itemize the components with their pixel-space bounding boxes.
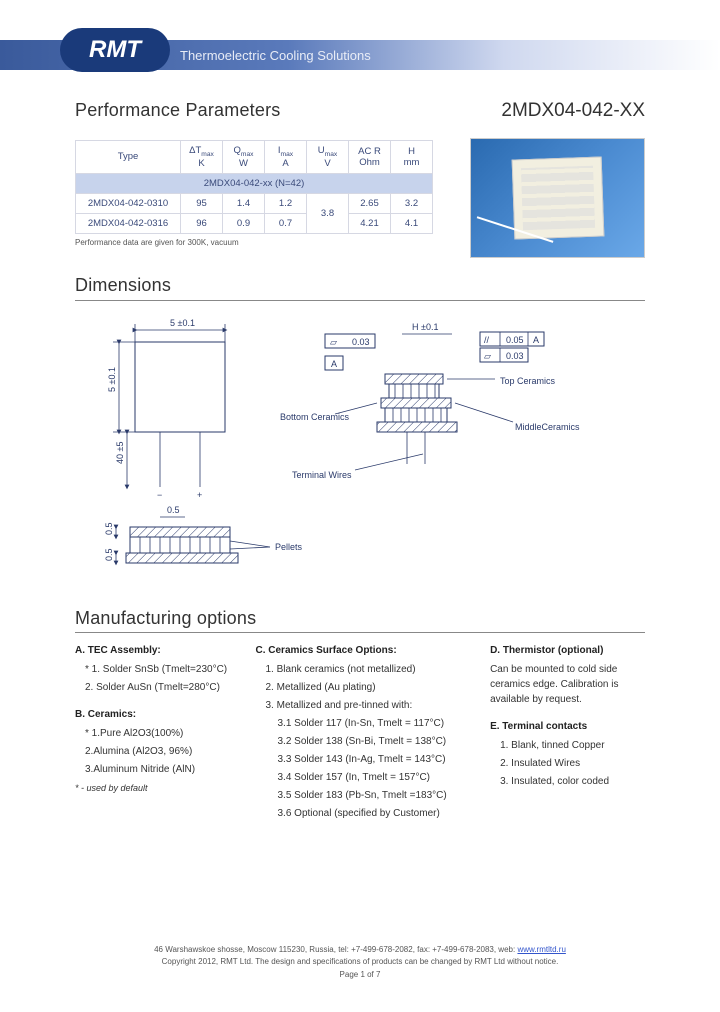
d-text: Can be mounted to cold side ceramics edg…	[490, 662, 660, 707]
h-imax: ImaxA	[265, 141, 307, 174]
list-item: 3.6 Optional (specified by Customer)	[256, 806, 465, 821]
page: RMT Thermoelectric Cooling Solutions Per…	[0, 0, 720, 1012]
cell: 2MDX04-042-0310	[76, 193, 181, 213]
svg-text:0.5: 0.5	[167, 505, 180, 515]
table-row: 2MDX04-042-0316 96 0.9 0.7 4.21 4.1	[76, 213, 433, 233]
svg-text:0.5: 0.5	[104, 522, 114, 535]
svg-text:0.03: 0.03	[506, 351, 524, 361]
cell: 2.65	[349, 193, 391, 213]
svg-text:H ±0.1: H ±0.1	[412, 322, 438, 332]
dim-title: Dimensions	[75, 275, 171, 296]
mfg-hr	[75, 632, 645, 633]
list-item: 3.1 Solder 117 (In-Sn, Tmelt = 117°C)	[256, 716, 465, 731]
h-qmax: QmaxW	[223, 141, 265, 174]
cell: 4.1	[391, 213, 433, 233]
list-item: 1. Blank ceramics (not metallized)	[256, 662, 465, 677]
table-row: 2MDX04-042-0310 95 1.4 1.2 3.8 2.65 3.2	[76, 193, 433, 213]
lbl-bottom-ceramics: Bottom Ceramics	[280, 412, 350, 422]
cell: 4.21	[349, 213, 391, 233]
group-label: 2MDX04-042-xx (N=42)	[76, 173, 433, 193]
footer-page: Page 1 of 7	[60, 969, 660, 982]
lbl-terminal-wires: Terminal Wires	[292, 470, 352, 480]
lbl-pellets: Pellets	[275, 542, 303, 552]
mfg-col-de: D. Thermistor (optional) Can be mounted …	[490, 645, 660, 824]
svg-text:0.5: 0.5	[104, 548, 114, 561]
svg-text:A: A	[331, 359, 337, 369]
perf-table: Type ΔTmaxK QmaxW ImaxA UmaxV AC ROhm Hm…	[75, 140, 433, 234]
chip-illustration	[511, 156, 604, 239]
dim-lead: 40 ±5	[115, 442, 125, 464]
cell: 1.2	[265, 193, 307, 213]
mfg-body: A. TEC Assembly: * 1. Solder SnSb (Tmelt…	[75, 645, 660, 824]
footer-addr: 46 Warshawskoe shosse, Moscow 115230, Ru…	[154, 945, 517, 954]
h-type: Type	[76, 141, 181, 174]
dim-area: 5 ±0.1 5 ±0.1 − + 40 ±5 ▱ 0.03 A H ±0	[75, 312, 645, 602]
cell: 1.4	[223, 193, 265, 213]
list-item: 2. Insulated Wires	[490, 756, 660, 771]
brand-logo: RMT	[60, 28, 170, 72]
d-title: D. Thermistor (optional)	[490, 645, 660, 656]
dim-height: 5 ±0.1	[107, 367, 117, 392]
list-item: 3.4 Solder 157 (In, Tmelt = 157°C)	[256, 770, 465, 785]
lbl-middle-ceramics: MiddleCeramics	[515, 422, 580, 432]
dim-drawing: 5 ±0.1 5 ±0.1 − + 40 ±5 ▱ 0.03 A H ±0	[75, 312, 645, 602]
cell: 2MDX04-042-0316	[76, 213, 181, 233]
footer: 46 Warshawskoe shosse, Moscow 115230, Ru…	[60, 944, 660, 982]
cell: 0.9	[223, 213, 265, 233]
b-title: B. Ceramics:	[75, 709, 230, 720]
svg-text:−: −	[157, 490, 162, 500]
cell: 3.2	[391, 193, 433, 213]
list-item: 3. Insulated, color coded	[490, 774, 660, 789]
cell: 0.7	[265, 213, 307, 233]
dim-width: 5 ±0.1	[170, 318, 195, 328]
list-item: 3.3 Solder 143 (In-Ag, Tmelt = 143°C)	[256, 752, 465, 767]
c-title: C. Ceramics Surface Options:	[256, 645, 465, 656]
lbl-top-ceramics: Top Ceramics	[500, 376, 556, 386]
mfg-col-c: C. Ceramics Surface Options: 1. Blank ce…	[256, 645, 465, 824]
list-item: * 1.Pure Al2O3(100%)	[75, 726, 230, 741]
list-item: 2. Solder AuSn (Tmelt=280°C)	[75, 680, 230, 695]
h-h: Hmm	[391, 141, 433, 174]
product-image	[470, 138, 645, 258]
svg-text://: //	[484, 335, 490, 345]
product-code: 2MDX04-042-XX	[501, 100, 645, 122]
svg-text:▱: ▱	[330, 337, 337, 347]
footer-copy: Copyright 2012, RMT Ltd. The design and …	[60, 956, 660, 969]
mfg-title: Manufacturing options	[75, 608, 256, 629]
list-item: 3.5 Solder 183 (Pb-Sn, Tmelt =183°C)	[256, 788, 465, 803]
list-item: 1. Blank, tinned Copper	[490, 738, 660, 753]
h-umax: UmaxV	[307, 141, 349, 174]
h-acr: AC ROhm	[349, 141, 391, 174]
cell: 95	[181, 193, 223, 213]
svg-text:▱: ▱	[484, 351, 491, 361]
list-item: 3.2 Solder 138 (Sn-Bi, Tmelt = 138°C)	[256, 734, 465, 749]
list-item: 2.Alumina (Al2O3, 96%)	[75, 744, 230, 759]
list-item: 3.Aluminum Nitride (AlN)	[75, 762, 230, 777]
cell: 96	[181, 213, 223, 233]
dim-hr	[75, 300, 645, 301]
mfg-col-ab: A. TEC Assembly: * 1. Solder SnSb (Tmelt…	[75, 645, 230, 824]
wire-illustration	[476, 216, 553, 243]
svg-text:0.05: 0.05	[506, 335, 524, 345]
footer-link[interactable]: www.rmtltd.ru	[517, 945, 565, 954]
a-title: A. TEC Assembly:	[75, 645, 230, 656]
e-title: E. Terminal contacts	[490, 721, 660, 732]
brand-tagline: Thermoelectric Cooling Solutions	[180, 48, 371, 63]
svg-text:A: A	[533, 335, 539, 345]
svg-text:+: +	[197, 490, 202, 500]
perf-title: Performance Parameters	[75, 100, 280, 121]
list-item: 3. Metallized and pre-tinned with:	[256, 698, 465, 713]
list-item: * 1. Solder SnSb (Tmelt=230°C)	[75, 662, 230, 677]
list-item: 2. Metallized (Au plating)	[256, 680, 465, 695]
used-default: * - used by default	[75, 783, 230, 793]
cell: 3.8	[307, 193, 349, 233]
title-row: Performance Parameters 2MDX04-042-XX	[75, 100, 645, 122]
h-dtmax: ΔTmaxK	[181, 141, 223, 174]
svg-text:0.03: 0.03	[352, 337, 370, 347]
